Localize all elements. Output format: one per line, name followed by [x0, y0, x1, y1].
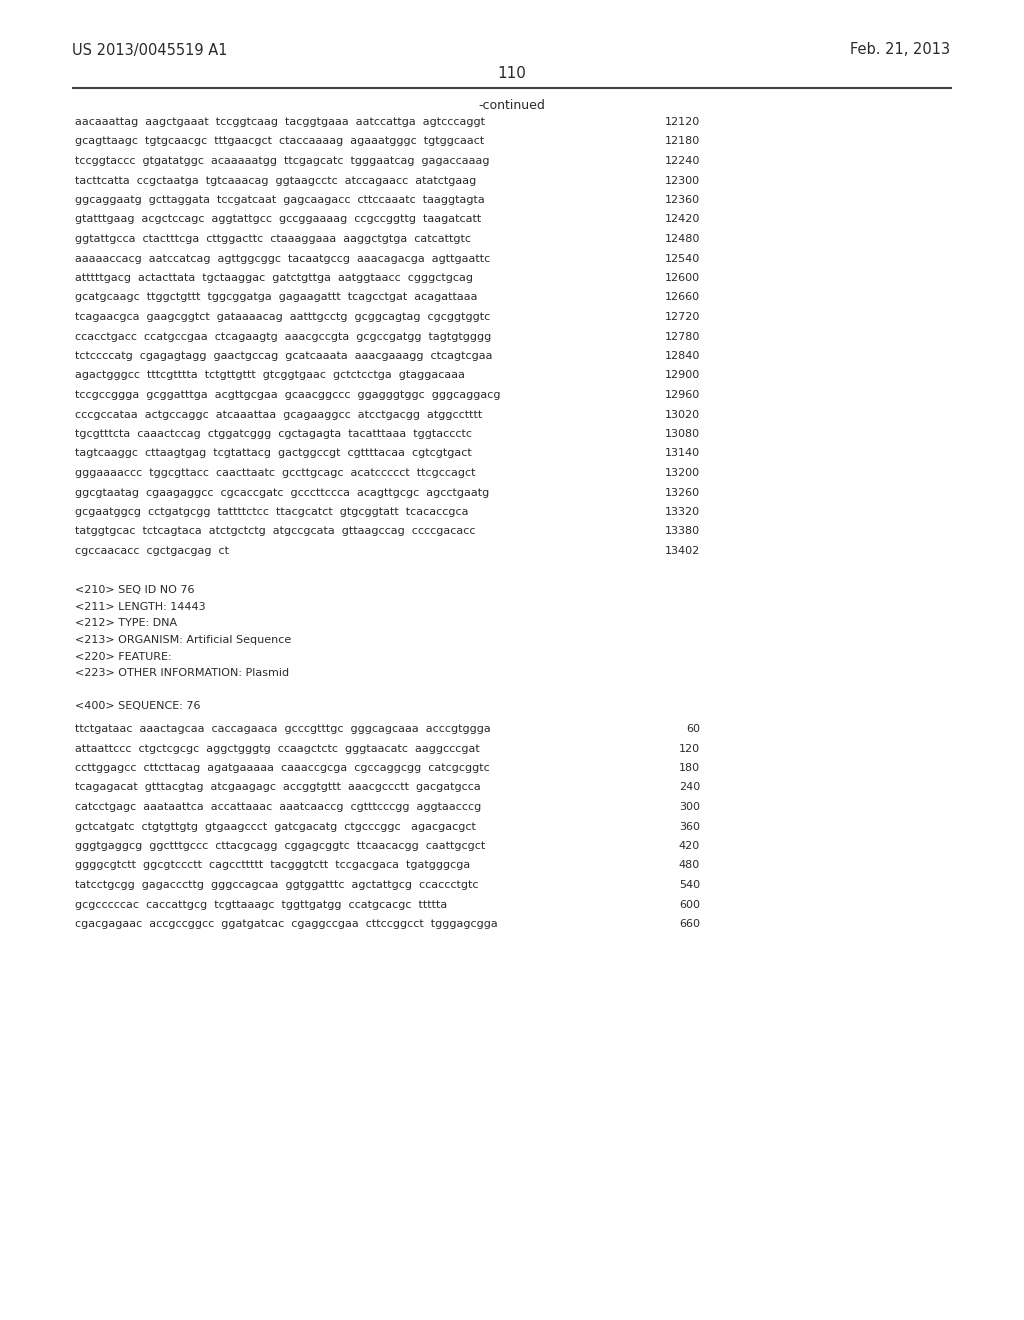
Text: 12600: 12600 — [665, 273, 700, 282]
Text: <220> FEATURE:: <220> FEATURE: — [75, 652, 172, 661]
Text: 12900: 12900 — [665, 371, 700, 380]
Text: 13080: 13080 — [665, 429, 700, 440]
Text: 13020: 13020 — [665, 409, 700, 420]
Text: US 2013/0045519 A1: US 2013/0045519 A1 — [72, 42, 227, 58]
Text: 13200: 13200 — [665, 469, 700, 478]
Text: tcagaacgca  gaagcggtct  gataaaacag  aatttgcctg  gcggcagtag  cgcggtggtc: tcagaacgca gaagcggtct gataaaacag aatttgc… — [75, 312, 490, 322]
Text: catcctgagc  aaataattca  accattaaac  aaatcaaccg  cgtttcccgg  aggtaacccg: catcctgagc aaataattca accattaaac aaatcaa… — [75, 803, 481, 812]
Text: 240: 240 — [679, 783, 700, 792]
Text: gcatgcaagc  ttggctgttt  tggcggatga  gagaagattt  tcagcctgat  acagattaaa: gcatgcaagc ttggctgttt tggcggatga gagaaga… — [75, 293, 477, 302]
Text: atttttgacg  actacttata  tgctaaggac  gatctgttga  aatggtaacc  cgggctgcag: atttttgacg actacttata tgctaaggac gatctgt… — [75, 273, 473, 282]
Text: tagtcaaggc  cttaagtgag  tcgtattacg  gactggccgt  cgttttacaa  cgtcgtgact: tagtcaaggc cttaagtgag tcgtattacg gactggc… — [75, 449, 472, 458]
Text: aaaaaccacg  aatccatcag  agttggcggc  tacaatgccg  aaacagacga  agttgaattc: aaaaaccacg aatccatcag agttggcggc tacaatg… — [75, 253, 490, 264]
Text: tgcgtttcta  caaactccag  ctggatcggg  cgctagagta  tacatttaaa  tggtaccctc: tgcgtttcta caaactccag ctggatcggg cgctaga… — [75, 429, 472, 440]
Text: Feb. 21, 2013: Feb. 21, 2013 — [850, 42, 950, 58]
Text: 420: 420 — [679, 841, 700, 851]
Text: <211> LENGTH: 14443: <211> LENGTH: 14443 — [75, 602, 206, 612]
Text: 540: 540 — [679, 880, 700, 890]
Text: 600: 600 — [679, 899, 700, 909]
Text: 13402: 13402 — [665, 546, 700, 556]
Text: aacaaattag  aagctgaaat  tccggtcaag  tacggtgaaa  aatccattga  agtcccaggt: aacaaattag aagctgaaat tccggtcaag tacggtg… — [75, 117, 485, 127]
Text: 60: 60 — [686, 723, 700, 734]
Text: 13380: 13380 — [665, 527, 700, 536]
Text: 660: 660 — [679, 919, 700, 929]
Text: 360: 360 — [679, 821, 700, 832]
Text: <210> SEQ ID NO 76: <210> SEQ ID NO 76 — [75, 586, 195, 595]
Text: ccacctgacc  ccatgccgaa  ctcagaagtg  aaacgccgta  gcgccgatgg  tagtgtgggg: ccacctgacc ccatgccgaa ctcagaagtg aaacgcc… — [75, 331, 492, 342]
Text: 12240: 12240 — [665, 156, 700, 166]
Text: 12780: 12780 — [665, 331, 700, 342]
Text: 12360: 12360 — [665, 195, 700, 205]
Text: gcgcccccac  caccattgcg  tcgttaaagc  tggttgatgg  ccatgcacgc  ttttta: gcgcccccac caccattgcg tcgttaaagc tggttga… — [75, 899, 447, 909]
Text: 13140: 13140 — [665, 449, 700, 458]
Text: ggggcgtctt  ggcgtccctt  cagccttttt  tacgggtctt  tccgacgaca  tgatgggcga: ggggcgtctt ggcgtccctt cagccttttt tacgggt… — [75, 861, 470, 870]
Text: 12840: 12840 — [665, 351, 700, 360]
Text: cccgccataa  actgccaggc  atcaaattaa  gcagaaggcc  atcctgacgg  atggcctttt: cccgccataa actgccaggc atcaaattaa gcagaag… — [75, 409, 482, 420]
Text: ggcgtaatag  cgaagaggcc  cgcaccgatc  gcccttccca  acagttgcgc  agcctgaatg: ggcgtaatag cgaagaggcc cgcaccgatc gcccttc… — [75, 487, 489, 498]
Text: tacttcatta  ccgctaatga  tgtcaaacag  ggtaagcctc  atccagaacc  atatctgaag: tacttcatta ccgctaatga tgtcaaacag ggtaagc… — [75, 176, 476, 186]
Text: 12300: 12300 — [665, 176, 700, 186]
Text: 12720: 12720 — [665, 312, 700, 322]
Text: gtatttgaag  acgctccagc  aggtattgcc  gccggaaaag  ccgccggttg  taagatcatt: gtatttgaag acgctccagc aggtattgcc gccggaa… — [75, 214, 481, 224]
Text: gggtgaggcg  ggctttgccc  cttacgcagg  cggagcggtc  ttcaacacgg  caattgcgct: gggtgaggcg ggctttgccc cttacgcagg cggagcg… — [75, 841, 485, 851]
Text: 12120: 12120 — [665, 117, 700, 127]
Text: ggtattgcca  ctactttcga  cttggacttc  ctaaaggaaa  aaggctgtga  catcattgtc: ggtattgcca ctactttcga cttggacttc ctaaagg… — [75, 234, 471, 244]
Text: agactgggcc  tttcgtttta  tctgttgttt  gtcggtgaac  gctctcctga  gtaggacaaa: agactgggcc tttcgtttta tctgttgttt gtcggtg… — [75, 371, 465, 380]
Text: ggcaggaatg  gcttaggata  tccgatcaat  gagcaagacc  cttccaaatc  taaggtagta: ggcaggaatg gcttaggata tccgatcaat gagcaag… — [75, 195, 484, 205]
Text: gctcatgatc  ctgtgttgtg  gtgaagccct  gatcgacatg  ctgcccggc   agacgacgct: gctcatgatc ctgtgttgtg gtgaagccct gatcgac… — [75, 821, 476, 832]
Text: 110: 110 — [498, 66, 526, 81]
Text: 12420: 12420 — [665, 214, 700, 224]
Text: gggaaaaccc  tggcgttacc  caacttaatc  gccttgcagc  acatccccct  ttcgccagct: gggaaaaccc tggcgttacc caacttaatc gccttgc… — [75, 469, 475, 478]
Text: <212> TYPE: DNA: <212> TYPE: DNA — [75, 619, 177, 628]
Text: ccttggagcc  cttcttacag  agatgaaaaa  caaaccgcga  cgccaggcgg  catcgcggtc: ccttggagcc cttcttacag agatgaaaaa caaaccg… — [75, 763, 489, 774]
Text: 13320: 13320 — [665, 507, 700, 517]
Text: tccgccggga  gcggatttga  acgttgcgaa  gcaacggccc  ggagggtggc  gggcaggacg: tccgccggga gcggatttga acgttgcgaa gcaacgg… — [75, 389, 501, 400]
Text: <223> OTHER INFORMATION: Plasmid: <223> OTHER INFORMATION: Plasmid — [75, 668, 289, 678]
Text: tatggtgcac  tctcagtaca  atctgctctg  atgccgcata  gttaagccag  ccccgacacc: tatggtgcac tctcagtaca atctgctctg atgccgc… — [75, 527, 475, 536]
Text: gcagttaagc  tgtgcaacgc  tttgaacgct  ctaccaaaag  agaaatgggc  tgtggcaact: gcagttaagc tgtgcaacgc tttgaacgct ctaccaa… — [75, 136, 484, 147]
Text: cgacgagaac  accgccggcc  ggatgatcac  cgaggccgaa  cttccggcct  tgggagcgga: cgacgagaac accgccggcc ggatgatcac cgaggcc… — [75, 919, 498, 929]
Text: attaattccc  ctgctcgcgc  aggctgggtg  ccaagctctc  gggtaacatc  aaggcccgat: attaattccc ctgctcgcgc aggctgggtg ccaagct… — [75, 743, 480, 754]
Text: tcagagacat  gtttacgtag  atcgaagagc  accggtgttt  aaacgccctt  gacgatgcca: tcagagacat gtttacgtag atcgaagagc accggtg… — [75, 783, 480, 792]
Text: 12960: 12960 — [665, 389, 700, 400]
Text: 12480: 12480 — [665, 234, 700, 244]
Text: 13260: 13260 — [665, 487, 700, 498]
Text: tatcctgcgg  gagacccttg  gggccagcaa  ggtggatttc  agctattgcg  ccaccctgtc: tatcctgcgg gagacccttg gggccagcaa ggtggat… — [75, 880, 478, 890]
Text: 12540: 12540 — [665, 253, 700, 264]
Text: ttctgataac  aaactagcaa  caccagaaca  gcccgtttgc  gggcagcaaa  acccgtggga: ttctgataac aaactagcaa caccagaaca gcccgtt… — [75, 723, 490, 734]
Text: cgccaacacc  cgctgacgag  ct: cgccaacacc cgctgacgag ct — [75, 546, 229, 556]
Text: tccggtaccc  gtgatatggc  acaaaaatgg  ttcgagcatc  tgggaatcag  gagaccaaag: tccggtaccc gtgatatggc acaaaaatgg ttcgagc… — [75, 156, 489, 166]
Text: 12180: 12180 — [665, 136, 700, 147]
Text: tctccccatg  cgagagtagg  gaactgccag  gcatcaaata  aaacgaaagg  ctcagtcgaa: tctccccatg cgagagtagg gaactgccag gcatcaa… — [75, 351, 493, 360]
Text: gcgaatggcg  cctgatgcgg  tattttctcc  ttacgcatct  gtgcggtatt  tcacaccgca: gcgaatggcg cctgatgcgg tattttctcc ttacgca… — [75, 507, 469, 517]
Text: 300: 300 — [679, 803, 700, 812]
Text: <400> SEQUENCE: 76: <400> SEQUENCE: 76 — [75, 701, 201, 710]
Text: 180: 180 — [679, 763, 700, 774]
Text: 12660: 12660 — [665, 293, 700, 302]
Text: -continued: -continued — [478, 99, 546, 112]
Text: 120: 120 — [679, 743, 700, 754]
Text: <213> ORGANISM: Artificial Sequence: <213> ORGANISM: Artificial Sequence — [75, 635, 291, 645]
Text: 480: 480 — [679, 861, 700, 870]
